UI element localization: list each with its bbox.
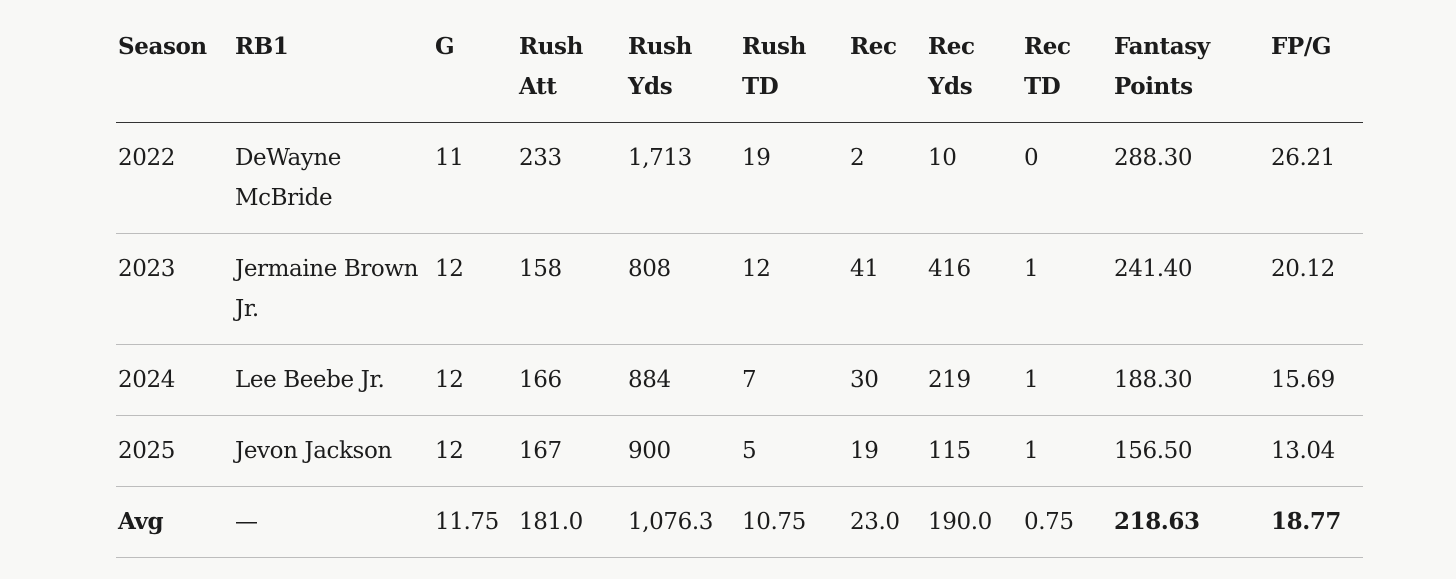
cell-rec-td: 1 bbox=[1022, 415, 1112, 487]
table-row: 2025 Jevon Jackson 12 167 900 5 19 115 1… bbox=[116, 415, 1363, 487]
cell-rb1: Jevon Jackson bbox=[233, 415, 433, 487]
cell-fp-per-game: 26.21 bbox=[1269, 122, 1363, 234]
avg-rush-yds: 1,076.3 bbox=[626, 486, 740, 558]
cell-rec: 30 bbox=[848, 344, 926, 416]
cell-games: 12 bbox=[433, 233, 517, 345]
avg-rec: 23.0 bbox=[848, 486, 926, 558]
cell-rec: 2 bbox=[848, 122, 926, 234]
cell-season: 2022 bbox=[116, 122, 233, 234]
header-season: Season bbox=[116, 22, 233, 123]
cell-rush-att: 158 bbox=[517, 233, 626, 345]
header-rush-yds: Rush Yds bbox=[626, 22, 740, 123]
cell-rec: 41 bbox=[848, 233, 926, 345]
rb-stats-table-container: Season RB1 G Rush Att Rush Yds Rush TD R… bbox=[116, 22, 1363, 558]
cell-fp-per-game: 15.69 bbox=[1269, 344, 1363, 416]
header-row: Season RB1 G Rush Att Rush Yds Rush TD R… bbox=[116, 22, 1363, 123]
cell-games: 11 bbox=[433, 122, 517, 234]
cell-fantasy-points: 156.50 bbox=[1112, 415, 1269, 487]
cell-rec-yds: 416 bbox=[926, 233, 1022, 345]
avg-rb1: — bbox=[233, 486, 433, 558]
cell-season: 2025 bbox=[116, 415, 233, 487]
cell-rec-yds: 115 bbox=[926, 415, 1022, 487]
rb-stats-table: Season RB1 G Rush Att Rush Yds Rush TD R… bbox=[116, 22, 1363, 558]
cell-rec-yds: 10 bbox=[926, 122, 1022, 234]
header-rec-td: Rec TD bbox=[1022, 22, 1112, 123]
cell-season: 2024 bbox=[116, 344, 233, 416]
cell-games: 12 bbox=[433, 415, 517, 487]
cell-rush-yds: 900 bbox=[626, 415, 740, 487]
avg-games: 11.75 bbox=[433, 486, 517, 558]
cell-rush-att: 166 bbox=[517, 344, 626, 416]
cell-rush-att: 233 bbox=[517, 122, 626, 234]
avg-rec-td: 0.75 bbox=[1022, 486, 1112, 558]
avg-label: Avg bbox=[116, 486, 233, 558]
cell-fantasy-points: 288.30 bbox=[1112, 122, 1269, 234]
cell-season: 2023 bbox=[116, 233, 233, 345]
header-fantasy-points: Fantasy Points bbox=[1112, 22, 1269, 123]
cell-rec-yds: 219 bbox=[926, 344, 1022, 416]
cell-rush-att: 167 bbox=[517, 415, 626, 487]
cell-games: 12 bbox=[433, 344, 517, 416]
cell-rush-td: 12 bbox=[740, 233, 848, 345]
avg-rush-td: 10.75 bbox=[740, 486, 848, 558]
header-rush-td: Rush TD bbox=[740, 22, 848, 123]
cell-rb1: Lee Beebe Jr. bbox=[233, 344, 433, 416]
header-fp-per-game: FP/G bbox=[1269, 22, 1363, 123]
avg-row: Avg — 11.75 181.0 1,076.3 10.75 23.0 190… bbox=[116, 486, 1363, 558]
avg-fantasy-points: 218.63 bbox=[1112, 486, 1269, 558]
cell-rush-td: 5 bbox=[740, 415, 848, 487]
cell-rush-yds: 808 bbox=[626, 233, 740, 345]
cell-rush-td: 7 bbox=[740, 344, 848, 416]
table-row: 2024 Lee Beebe Jr. 12 166 884 7 30 219 1… bbox=[116, 344, 1363, 416]
cell-rush-yds: 884 bbox=[626, 344, 740, 416]
cell-rb1: DeWayne McBride bbox=[233, 122, 433, 234]
cell-rb1: Jermaine Brown Jr. bbox=[233, 233, 433, 345]
header-games: G bbox=[433, 22, 517, 123]
header-rec: Rec bbox=[848, 22, 926, 123]
avg-fp-per-game: 18.77 bbox=[1269, 486, 1363, 558]
cell-rec-td: 0 bbox=[1022, 122, 1112, 234]
cell-fantasy-points: 188.30 bbox=[1112, 344, 1269, 416]
cell-rush-td: 19 bbox=[740, 122, 848, 234]
cell-rec-td: 1 bbox=[1022, 233, 1112, 345]
header-rush-att: Rush Att bbox=[517, 22, 626, 123]
avg-rush-att: 181.0 bbox=[517, 486, 626, 558]
cell-fp-per-game: 13.04 bbox=[1269, 415, 1363, 487]
table-row: 2023 Jermaine Brown Jr. 12 158 808 12 41… bbox=[116, 233, 1363, 345]
header-rb1: RB1 bbox=[233, 22, 433, 123]
cell-rec: 19 bbox=[848, 415, 926, 487]
table-row: 2022 DeWayne McBride 11 233 1,713 19 2 1… bbox=[116, 122, 1363, 234]
cell-fp-per-game: 20.12 bbox=[1269, 233, 1363, 345]
header-rec-yds: Rec Yds bbox=[926, 22, 1022, 123]
cell-rush-yds: 1,713 bbox=[626, 122, 740, 234]
cell-rec-td: 1 bbox=[1022, 344, 1112, 416]
avg-rec-yds: 190.0 bbox=[926, 486, 1022, 558]
cell-fantasy-points: 241.40 bbox=[1112, 233, 1269, 345]
